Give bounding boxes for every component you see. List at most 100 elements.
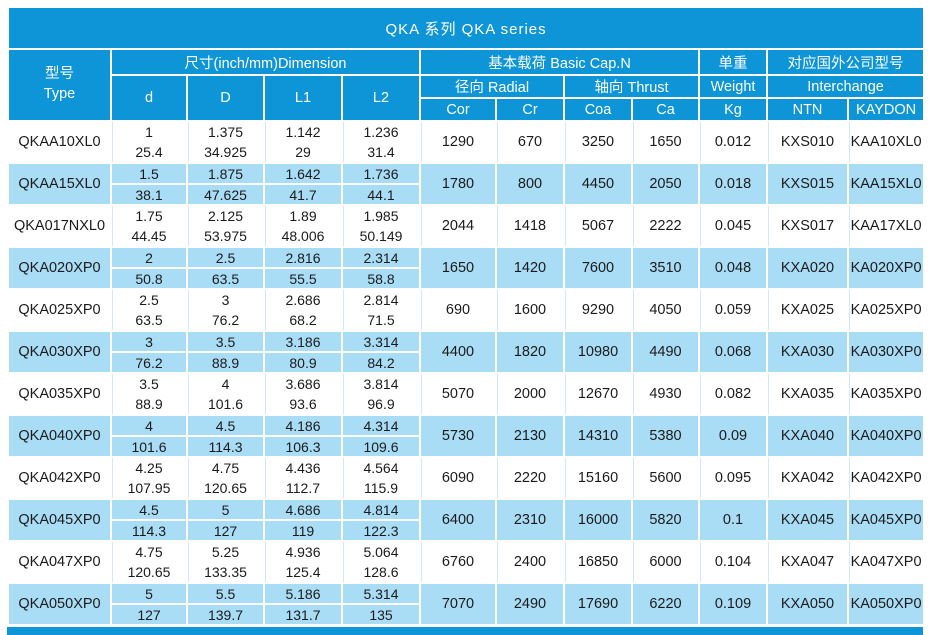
- kaydon-cell: KA050XP0: [846, 582, 926, 626]
- coa-cell: 14310: [563, 414, 633, 458]
- cor-cell: 1650: [419, 246, 497, 290]
- inch-value: 5.314: [363, 585, 399, 602]
- inch-value: 1.142: [285, 124, 321, 140]
- ntn-cell: KXA047: [766, 540, 849, 584]
- inch-value: 3.186: [285, 333, 321, 350]
- mm-value: 50.149: [359, 228, 403, 244]
- weight-kg-cell: 0.045: [698, 204, 768, 248]
- inch-value: 5: [221, 501, 230, 518]
- inch-value: 5: [145, 585, 153, 602]
- cr-cell: 1418: [495, 204, 565, 248]
- mm-value: 114.3: [113, 519, 185, 539]
- inch-value: 1.875: [207, 165, 244, 182]
- type-cell: QKA020XP0: [7, 246, 112, 290]
- coa-cell: 15160: [563, 456, 633, 500]
- cr-cell: 1600: [495, 288, 565, 332]
- table-row: QKA020XP0 2 50.8 2.5 63.5 2.816 55.5 2.314 58.8 1…: [7, 246, 926, 290]
- d-dimension-cell: 5 127: [186, 498, 265, 542]
- table-row: QKA050XP0 5 127 5.5 139.7 5.186 131.7 5.314 135 7…: [7, 582, 926, 626]
- col-header-kg: Kg: [698, 97, 768, 122]
- type-label-cn: 型号: [45, 66, 74, 83]
- inch-value: 1.985: [363, 208, 399, 224]
- coa-cell: 7600: [563, 246, 633, 290]
- inch-value: 4.186: [285, 417, 321, 434]
- inch-value: 1.375: [207, 124, 244, 140]
- inch-value: 5.064: [363, 544, 399, 560]
- l1-dimension-cell: 3.186 80.9: [263, 330, 343, 374]
- cor-cell: 690: [419, 288, 497, 332]
- col-header-kaydon: KAYDON: [846, 97, 926, 122]
- inch-value: 5.25: [211, 544, 240, 560]
- coa-cell: 12670: [563, 372, 633, 416]
- mm-value: 44.45: [131, 228, 167, 244]
- kaydon-cell: KA035XP0: [846, 372, 926, 416]
- mm-value: 112.7: [286, 480, 320, 496]
- mm-value: 125.4: [285, 564, 321, 580]
- mm-value: 120.65: [127, 564, 171, 580]
- weight-kg-cell: 0.104: [698, 540, 768, 584]
- ca-cell: 6220: [631, 582, 700, 626]
- type-cell: QKA025XP0: [7, 288, 112, 332]
- d-dimension-cell: 4.75 120.65: [110, 540, 188, 584]
- d-dimension-cell: 4.5 114.3: [186, 414, 265, 458]
- inch-value: 4.686: [285, 501, 321, 518]
- l2-dimension-cell: 5.064 128.6: [341, 540, 421, 584]
- mm-value: 76.2: [211, 312, 240, 328]
- coa-cell: 9290: [563, 288, 633, 332]
- weight-kg-cell: 0.082: [698, 372, 768, 416]
- cor-cell: 5070: [419, 372, 497, 416]
- inch-value: 4.5: [215, 417, 236, 434]
- ntn-cell: KXA035: [766, 372, 849, 416]
- l2-dimension-cell: 3.314 84.2: [341, 330, 421, 374]
- ntn-cell: KXA050: [766, 582, 849, 626]
- cor-cell: 4400: [419, 330, 497, 374]
- mm-value: 48.006: [281, 228, 325, 244]
- d-dimension-cell: 4.25 107.95: [110, 456, 188, 500]
- l2-dimension-cell: 3.814 96.9: [341, 372, 421, 416]
- d-dimension-cell: 4.75 120.65: [186, 456, 265, 500]
- l1-dimension-cell: 5.186 131.7: [263, 582, 343, 626]
- d-dimension-cell: 4 101.6: [186, 372, 265, 416]
- col-header-thrust: 轴向 Thrust: [563, 74, 700, 99]
- d-dimension-cell: 3.5 88.9: [186, 330, 265, 374]
- l1-dimension-cell: 2.816 55.5: [263, 246, 343, 290]
- cor-cell: 6090: [419, 456, 497, 500]
- inch-value: 1.89: [289, 208, 317, 224]
- weight-kg-cell: 0.095: [698, 456, 768, 500]
- inch-value: 4: [221, 376, 230, 392]
- mm-value: 114.3: [189, 435, 262, 455]
- cr-cell: 2490: [495, 582, 565, 626]
- cr-cell: 2220: [495, 456, 565, 500]
- mm-value: 84.2: [344, 351, 418, 371]
- cor-cell: 1290: [419, 120, 497, 164]
- d-dimension-cell: 2.5 63.5: [110, 288, 188, 332]
- inch-value: 4.814: [363, 501, 399, 518]
- table-row: QKAA15XL0 1.5 38.1 1.875 47.625 1.642 41.7 1.73…: [7, 162, 926, 206]
- mm-value: 34.925: [204, 144, 247, 160]
- ca-cell: 4490: [631, 330, 700, 374]
- inch-value: 2.125: [207, 208, 244, 224]
- l1-dimension-cell: 1.642 41.7: [263, 162, 343, 206]
- l1-dimension-cell: 1.89 48.006: [263, 204, 343, 248]
- mm-value: 58.8: [344, 267, 418, 287]
- ntn-cell: KXA020: [766, 246, 849, 290]
- bottom-accent-bar: [7, 627, 923, 635]
- cr-cell: 670: [495, 120, 565, 164]
- mm-value: 93.6: [289, 396, 317, 412]
- l2-dimension-cell: 4.314 109.6: [341, 414, 421, 458]
- ca-cell: 5380: [631, 414, 700, 458]
- d-dimension-cell: 1.875 47.625: [186, 162, 265, 206]
- type-cell: QKA040XP0: [7, 414, 112, 458]
- table-row: QKA045XP0 4.5 114.3 5 127 4.686 119 4.814 122.3 6…: [7, 498, 926, 542]
- ca-cell: 4930: [631, 372, 700, 416]
- mm-value: 31.4: [367, 144, 395, 160]
- weight-kg-cell: 0.012: [698, 120, 768, 164]
- inch-value: 5.186: [285, 585, 321, 602]
- mm-value: 44.1: [344, 183, 418, 203]
- ntn-cell: KXS015: [766, 162, 849, 206]
- d-dimension-cell: 1 25.4: [110, 120, 188, 164]
- l1-dimension-cell: 4.186 106.3: [263, 414, 343, 458]
- d-dimension-cell: 3 76.2: [110, 330, 188, 374]
- d-dimension-cell: 3 76.2: [186, 288, 265, 332]
- type-cell: QKAA10XL0: [7, 120, 112, 164]
